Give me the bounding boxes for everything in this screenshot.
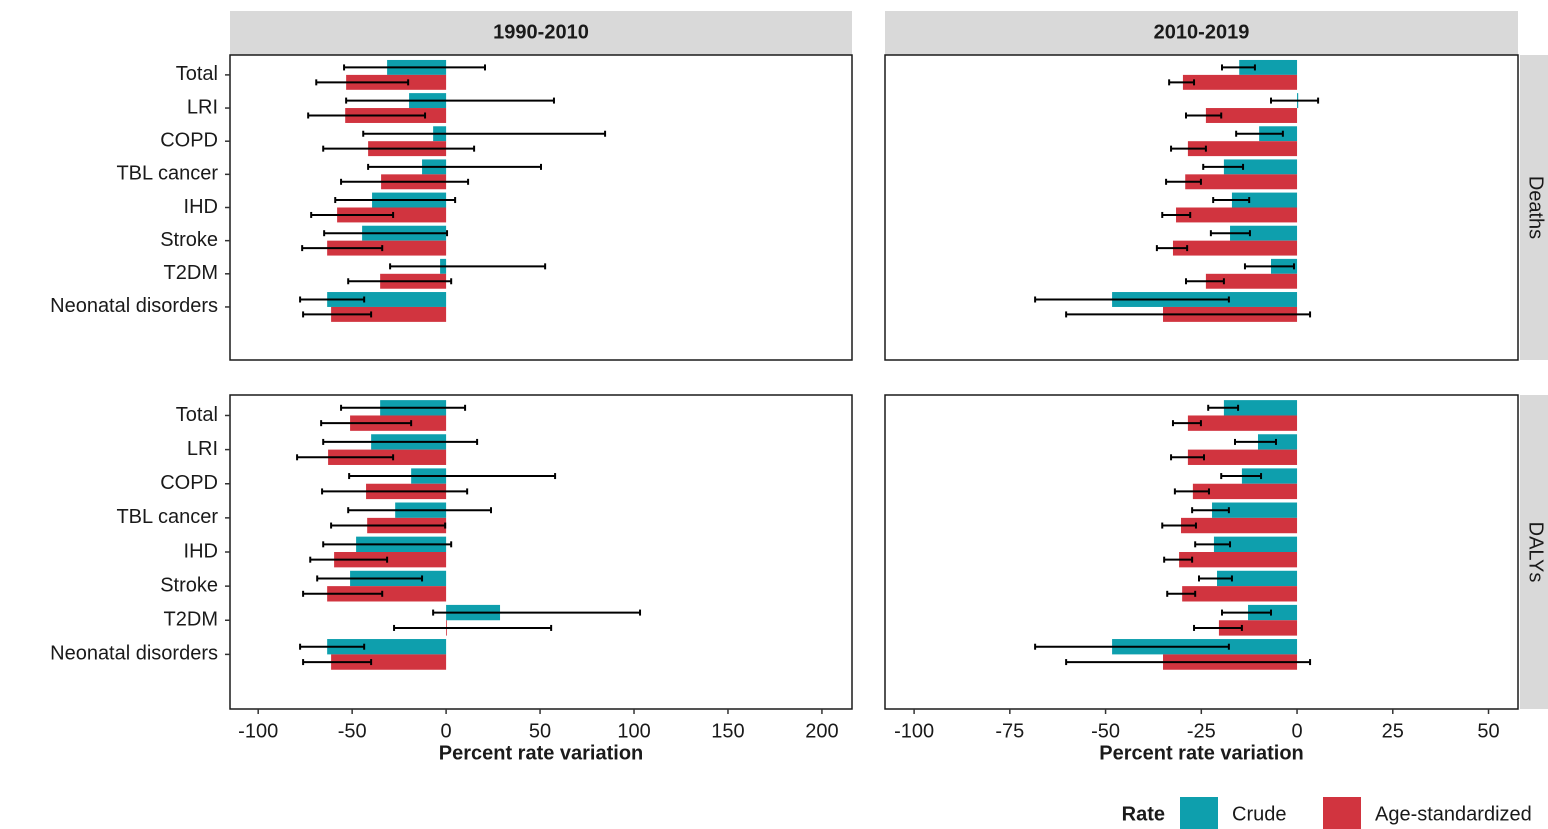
x-tick-label: -100 <box>894 720 934 742</box>
strip <box>1520 395 1548 709</box>
x-tick-label: -50 <box>1091 720 1120 742</box>
bar <box>1223 400 1298 416</box>
bar <box>1182 586 1298 602</box>
bar <box>1205 108 1298 123</box>
bar <box>1187 415 1298 431</box>
x-axis-title: Percent rate variation <box>1099 742 1304 764</box>
y-tick-label: Total <box>176 63 218 85</box>
bar <box>334 552 447 568</box>
legend-label: Age-standardized <box>1375 803 1532 825</box>
bar <box>1241 468 1298 484</box>
legend-swatch <box>1323 797 1361 829</box>
x-tick-label: 50 <box>1477 720 1499 742</box>
x-tick-label: 0 <box>1291 720 1302 742</box>
x-tick-label: -50 <box>338 720 367 742</box>
bar <box>1223 159 1298 175</box>
y-tick-label: COPD <box>160 472 218 494</box>
y-tick-label: COPD <box>160 129 218 151</box>
x-tick-label: -75 <box>995 720 1024 742</box>
y-tick-label: Neonatal disorders <box>50 295 218 317</box>
strip <box>1520 55 1548 360</box>
y-tick-label: TBL cancer <box>116 163 218 185</box>
bar <box>327 292 447 307</box>
y-tick-label: Neonatal disorders <box>50 643 218 665</box>
bar <box>1172 240 1298 256</box>
strip <box>230 11 852 55</box>
bar <box>1257 434 1298 450</box>
y-tick-label: Total <box>176 404 218 426</box>
x-tick-label: 150 <box>711 720 744 742</box>
bar <box>1217 570 1298 587</box>
bar <box>1179 552 1298 568</box>
bar <box>1248 604 1298 621</box>
legend-title: Rate <box>1122 803 1165 825</box>
bar <box>1176 207 1298 223</box>
x-tick-label: 50 <box>529 720 551 742</box>
x-tick-label: 25 <box>1382 720 1404 742</box>
bar <box>1212 502 1298 518</box>
bar <box>1231 192 1298 208</box>
y-tick-label: LRI <box>187 96 218 118</box>
bar <box>1192 483 1298 500</box>
x-tick-label: -100 <box>238 720 278 742</box>
x-tick-label: 100 <box>617 720 650 742</box>
bar <box>327 240 447 256</box>
bar <box>1205 273 1298 289</box>
x-tick-label: 200 <box>805 720 838 742</box>
bar <box>331 654 447 670</box>
bar <box>1230 225 1298 241</box>
y-tick-label: T2DM <box>164 609 218 631</box>
bar <box>331 306 447 322</box>
bar <box>1182 74 1298 90</box>
x-tick-label: 0 <box>441 720 452 742</box>
strip-label: Deaths <box>1525 176 1547 239</box>
y-tick-label: TBL cancer <box>116 506 218 528</box>
legend-swatch <box>1180 797 1218 829</box>
y-tick-label: Stroke <box>160 574 218 596</box>
y-tick-label: Stroke <box>160 229 218 251</box>
x-axis-title: Percent rate variation <box>439 742 644 764</box>
strip-label: 1990-2010 <box>493 21 589 43</box>
bar <box>1213 536 1298 552</box>
legend-label: Crude <box>1232 803 1286 825</box>
bar <box>1187 449 1298 465</box>
panel-border <box>884 54 1519 361</box>
bar <box>327 586 447 602</box>
y-tick-label: IHD <box>184 540 218 562</box>
bar <box>1181 517 1298 534</box>
bar <box>1218 620 1298 636</box>
strip-label: 2010-2019 <box>1154 21 1250 43</box>
bar <box>327 639 447 655</box>
y-tick-label: IHD <box>184 196 218 218</box>
strip <box>885 11 1518 55</box>
bar <box>1185 174 1298 190</box>
y-tick-label: T2DM <box>164 262 218 284</box>
x-tick-label: -25 <box>1187 720 1216 742</box>
y-tick-label: LRI <box>187 438 218 460</box>
strip-label: DALYs <box>1525 522 1547 583</box>
bar <box>1239 59 1298 75</box>
bar <box>1187 141 1298 157</box>
